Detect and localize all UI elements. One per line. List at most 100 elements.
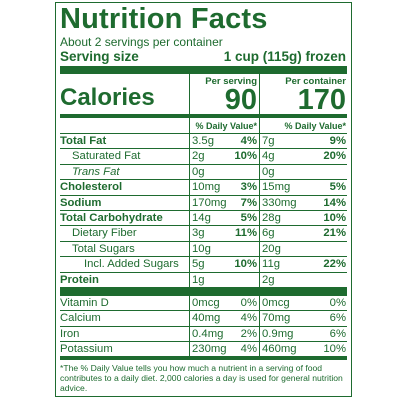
amount-per-container: 70mg [259,311,299,326]
daily-value-per-serving: 4% [240,135,257,147]
amount-per-serving: 0.4mg [189,326,229,342]
nutrient-row: Incl. Added Sugars 5g 10% 11g 22% [60,257,347,273]
nutrient-row: Total Fat 3.5g 4% 7g 9% [60,134,347,150]
daily-value-per-serving: 5% [240,211,257,224]
nutrient-name: Total Fat [60,135,107,147]
amount-per-container: 0mcg [259,295,299,311]
nutrient-row: Calcium 40mg 4% 70mg 6% [60,311,347,327]
per-container-header: Per container [285,76,346,87]
amount-per-serving: 3g [189,226,229,241]
serving-size-row: Serving size 1 cup (115g) frozen [60,49,347,64]
nutrient-row: Sodium 170mg 7% 330mg 14% [60,195,347,211]
amount-per-container: 15mg [259,180,299,195]
amount-per-serving: 10g [189,241,229,257]
daily-value-header-container: % Daily Value* [259,118,347,133]
nutrient-name: Total Carbohydrate [60,211,163,224]
daily-value-per-container: 14% [323,196,346,209]
daily-value-per-container: 9% [329,135,346,147]
daily-value-per-serving: 0% [240,296,257,309]
nutrient-name: Incl. Added Sugars [84,258,179,271]
daily-value-per-serving [229,165,259,179]
amount-per-serving: 5g [189,257,229,272]
nutrient-row: Total Carbohydrate 14g 5% 28g 10% [60,210,347,227]
amount-per-container: 20g [259,241,299,257]
divider-thick [60,287,347,296]
daily-value-header-row: % Daily Value* % Daily Value* [60,118,347,134]
nutrient-row: Iron 0.4mg 2% 0.9mg 6% [60,326,347,343]
nutrient-row: Dietary Fiber 3g 11% 6g 21% [60,226,347,242]
amount-per-container: 330mg [259,195,299,210]
calories-per-serving-column: Per serving 90 [189,74,259,115]
amount-per-serving: 14g [189,210,229,226]
nutrient-row: Cholesterol 10mg 3% 15mg 5% [60,180,347,196]
amount-per-serving: 40mg [189,311,229,326]
daily-value-per-container: 6% [329,312,346,325]
amount-per-container: 4g [259,149,299,164]
vitamin-rows: Vitamin D 0mcg 0% 0mcg 0% Calcium 40mg 4% 70mg 6%… [60,295,347,361]
amount-per-container: 2g [259,272,299,287]
amount-per-serving: 230mg [189,342,229,357]
amount-per-container: 7g [259,134,299,149]
amount-per-container: 0.9mg [259,326,299,342]
amount-per-container: 0g [259,164,299,180]
nutrient-name: Trans Fat [72,165,120,178]
daily-value-per-serving: 11% [235,227,257,240]
nutrient-name: Vitamin D [60,296,109,309]
label-title: Nutrition Facts [60,3,268,35]
per-serving-header: Per serving [205,76,257,87]
nutrient-name: Potassium [60,343,113,356]
nutrient-name: Sodium [60,196,102,209]
daily-value-per-container: 6% [329,327,346,340]
servings-per-container: About 2 servings per container [60,35,223,49]
divider-thick [60,66,347,74]
nutrient-name: Protein [60,273,99,286]
amount-per-container: 11g [259,257,299,272]
nutrient-name: Saturated Fat [72,150,141,163]
daily-value-per-serving [229,273,259,287]
amount-per-serving: 2g [189,149,229,164]
nutrient-row: Potassium 230mg 4% 460mg 10% [60,342,347,361]
amount-per-container: 460mg [259,342,299,357]
amount-per-serving: 170mg [189,195,229,210]
calories-per-container-column: Per container 170 [259,74,347,116]
calories-per-container: 170 [297,84,346,116]
daily-value-per-container: 0% [329,296,346,309]
daily-value-header-serving: % Daily Value* [189,118,259,133]
daily-value-per-serving: 4% [240,312,257,325]
daily-value-per-serving: 3% [240,181,257,194]
nutrient-rows: Total Fat 3.5g 4% 7g 9% Saturated Fat 2g 10% 4g 2… [60,134,347,288]
daily-value-per-container: 10% [323,343,346,356]
daily-value-per-container [299,242,347,256]
amount-per-serving: 1g [189,272,229,287]
nutrient-row: Total Sugars 10g 20g [60,241,347,258]
nutrient-row: Saturated Fat 2g 10% 4g 20% [60,149,347,165]
amount-per-serving: 10mg [189,180,229,195]
daily-value-per-serving: 4% [240,343,257,356]
daily-value-per-serving: 2% [240,327,257,340]
daily-value-per-serving: 7% [240,196,257,209]
daily-value-per-serving: 10% [234,258,257,271]
daily-value-per-container: 5% [329,181,346,194]
nutrient-name: Dietary Fiber [72,227,137,240]
calories-row: Calories Per serving 90 Per container 17… [60,74,347,118]
daily-value-per-container [299,165,347,179]
amount-per-serving: 0g [189,164,229,180]
amount-per-container: 6g [259,226,299,241]
serving-size-value: 1 cup (115g) frozen [223,49,346,64]
nutrient-name: Cholesterol [60,181,123,194]
nutrient-row: Trans Fat 0g 0g [60,164,347,181]
nutrient-row: Protein 1g 2g [60,272,347,288]
nutrient-name: Iron [60,327,80,340]
nutrient-name: Calcium [60,312,101,325]
amount-per-container: 28g [259,210,299,226]
daily-value-per-container [299,273,347,287]
serving-size-label: Serving size [60,49,139,64]
amount-per-serving: 3.5g [189,134,229,149]
daily-value-per-container: 21% [323,227,346,240]
nutrition-facts-label: Nutrition Facts About 2 servings per con… [55,2,352,397]
footnote: *The % Daily Value tells you how much a … [60,363,343,394]
daily-value-per-container: 22% [323,258,346,271]
nutrient-name: Total Sugars [72,242,135,255]
daily-value-per-container: 20% [323,150,346,163]
amount-per-serving: 0mcg [189,295,229,311]
